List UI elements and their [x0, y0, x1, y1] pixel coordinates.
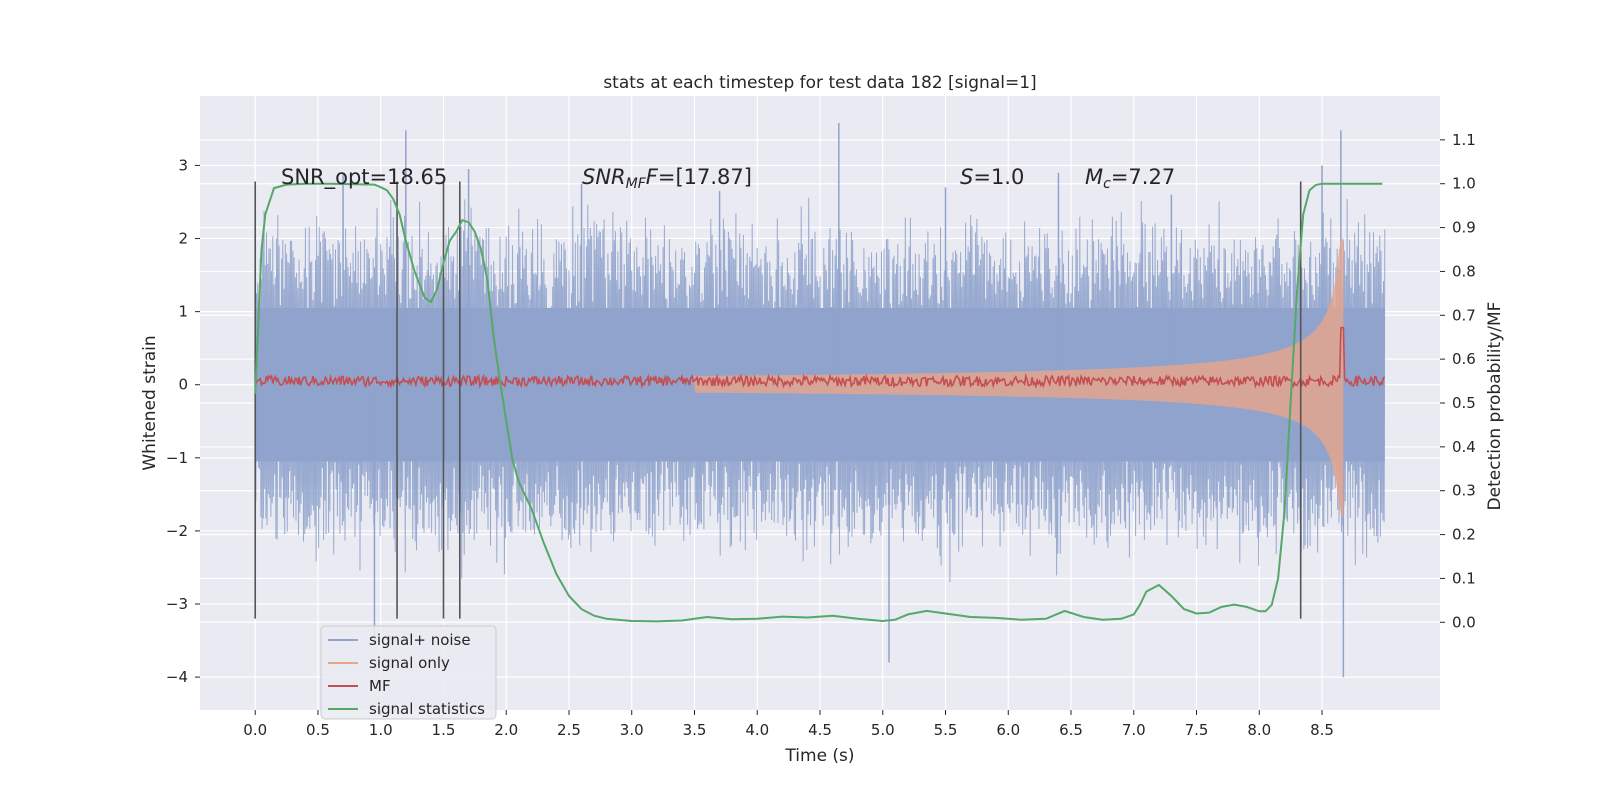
- y-axis-label: Whitened strain: [140, 335, 160, 470]
- y-right-tick-label-3: 0.3: [1452, 482, 1476, 500]
- x-tick-label-6: 3.0: [620, 721, 644, 739]
- y-right-tick-label-7: 0.7: [1452, 306, 1476, 324]
- y-right-tick-label-0: 0.0: [1452, 613, 1476, 631]
- y-right-tick-label-6: 0.6: [1452, 350, 1476, 368]
- x-tick-label-16: 8.0: [1247, 721, 1271, 739]
- x-tick-label-17: 8.5: [1310, 721, 1334, 739]
- mc-rest: =7.27: [1111, 165, 1175, 189]
- x-tick-label-2: 1.0: [369, 721, 393, 739]
- signal-only-band: [694, 238, 1344, 517]
- y-right-tick-label-11: 1.1: [1452, 131, 1476, 149]
- y-tick-label-0: −4: [166, 668, 188, 686]
- x-tick-label-8: 4.0: [745, 721, 769, 739]
- annotation-mc: Mc=7.27: [1085, 165, 1175, 192]
- y-axis-ticks: −4 −3 −2 −1 0 1 2 3: [166, 156, 200, 686]
- y-axis-right-ticks: 0.0 0.1 0.2 0.3 0.4 0.5 0.6 0.7 0.8 0.9 1.0 1.1: [1440, 131, 1476, 631]
- y-right-tick-label-9: 0.9: [1452, 219, 1476, 237]
- x-tick-label-12: 6.0: [996, 721, 1020, 739]
- x-tick-label-11: 5.5: [934, 721, 958, 739]
- y-tick-label-3: −1: [166, 449, 188, 467]
- y-tick-label-1: −3: [166, 595, 188, 613]
- s-rest: =1.0: [973, 165, 1024, 189]
- x-tick-label-4: 2.0: [494, 721, 518, 739]
- y-right-tick-label-1: 0.1: [1452, 569, 1476, 587]
- x-tick-label-9: 4.5: [808, 721, 832, 739]
- y-right-tick-label-10: 1.0: [1452, 175, 1476, 193]
- legend-box: [320, 625, 497, 720]
- legend-label-mf: MF: [369, 677, 391, 695]
- x-tick-label-0: 0.0: [243, 721, 267, 739]
- legend-label-signal-only: signal only: [369, 654, 450, 672]
- snr-mf-main: SNR: [582, 165, 626, 189]
- x-tick-label-3: 1.5: [432, 721, 456, 739]
- legend: signal+ noise signal only MF signal stat…: [320, 625, 497, 720]
- x-tick-label-14: 7.0: [1122, 721, 1146, 739]
- x-tick-label-10: 5.0: [871, 721, 895, 739]
- annotation-s: S=1.0: [960, 165, 1024, 189]
- y-tick-label-4: 0: [178, 376, 188, 394]
- mc-sub: c: [1103, 176, 1111, 192]
- chart-title: stats at each timestep for test data 182…: [603, 73, 1036, 93]
- snr-mf-sub: MF: [626, 176, 647, 192]
- signal-only-series: [694, 238, 1344, 517]
- annotation-snr-mf: SNRMFF=[17.87]: [582, 165, 752, 192]
- x-tick-label-1: 0.5: [306, 721, 330, 739]
- legend-label-signal-noise: signal+ noise: [369, 631, 471, 649]
- y-tick-label-6: 2: [178, 230, 188, 248]
- annotation-snr-opt: SNR_opt=18.65: [281, 165, 447, 190]
- s-main: S: [960, 165, 973, 189]
- x-tick-label-7: 3.5: [683, 721, 707, 739]
- y-right-tick-label-2: 0.2: [1452, 526, 1476, 544]
- y-tick-label-7: 3: [178, 156, 188, 174]
- x-tick-label-5: 2.5: [557, 721, 581, 739]
- mc-main: M: [1085, 165, 1103, 189]
- y-tick-label-5: 1: [178, 303, 188, 321]
- y-right-tick-label-5: 0.5: [1452, 394, 1476, 412]
- y-axis-right-label: Detection probability/MF: [1485, 302, 1505, 511]
- x-tick-label-15: 7.5: [1185, 721, 1209, 739]
- x-axis-label: Time (s): [784, 746, 854, 766]
- signal-statistics-line: [254, 182, 1383, 623]
- snr-mf-f: F: [646, 165, 659, 189]
- y-right-tick-label-8: 0.8: [1452, 262, 1476, 280]
- x-axis-ticks: 0.0 0.5 1.0 1.5 2.0 2.5 3.0 3.5 4.0 4.5 5.0 5.5 6.0 6…: [243, 710, 1334, 739]
- signal-statistics-series: [254, 182, 1383, 623]
- snr-mf-rest: =[17.87]: [658, 165, 752, 189]
- x-tick-label-13: 6.5: [1059, 721, 1083, 739]
- legend-label-signal-statistics: signal statistics: [369, 700, 485, 718]
- y-tick-label-2: −2: [166, 522, 188, 540]
- y-right-tick-label-4: 0.4: [1452, 438, 1476, 456]
